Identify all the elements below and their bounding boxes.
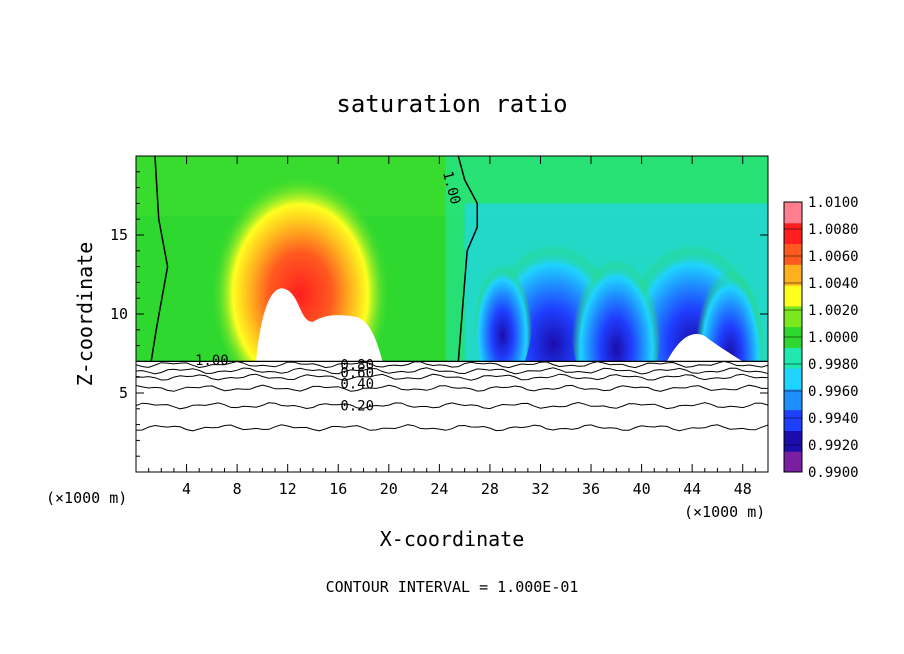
y-tick-label-15: 15 bbox=[110, 226, 128, 244]
colorbar-swatch-4 bbox=[784, 368, 802, 390]
saturation-field bbox=[136, 156, 768, 472]
colorbar-label-10: 0.9900 bbox=[808, 465, 859, 481]
x-tick-label-32: 32 bbox=[531, 480, 549, 498]
colorbar-label-8: 0.9940 bbox=[808, 411, 859, 427]
x-tick-label-4: 4 bbox=[182, 480, 191, 498]
colorbar-label-1: 1.0080 bbox=[808, 222, 859, 238]
x-tick-label-28: 28 bbox=[481, 480, 499, 498]
x-tick-label-12: 12 bbox=[279, 480, 297, 498]
colorbar-label-6: 0.9980 bbox=[808, 357, 859, 373]
x-tick-label-16: 16 bbox=[329, 480, 347, 498]
colorbar-swatch-7 bbox=[784, 305, 802, 328]
contour-line-0.6 bbox=[136, 373, 768, 381]
contour-line-0.8 bbox=[136, 367, 768, 375]
contour-label-5: 0.20 bbox=[340, 399, 374, 415]
colorbar-swatch-0 bbox=[784, 451, 802, 473]
contour-1.00-middle bbox=[457, 156, 479, 362]
colorbar-label-9: 0.9920 bbox=[808, 438, 859, 454]
colorbar-label-7: 0.9960 bbox=[808, 384, 859, 400]
colorbar-swatch-5 bbox=[784, 347, 802, 369]
contour-label-3: 0.60 bbox=[340, 365, 374, 381]
x-tick-label-20: 20 bbox=[380, 480, 398, 498]
field-masked-bubble bbox=[256, 288, 383, 362]
colorbar-label-2: 1.0060 bbox=[808, 249, 859, 265]
x-tick-label-40: 40 bbox=[633, 480, 651, 498]
x-tick-label-44: 44 bbox=[683, 480, 701, 498]
colorbar: 1.0100 1.0080 1.0060 1.0040 1.0020 1.0000 0.99… bbox=[783, 195, 859, 481]
x-tick-label-48: 48 bbox=[734, 480, 752, 498]
contour-1.00-left bbox=[150, 156, 169, 362]
colorbar-swatch-10 bbox=[784, 243, 802, 265]
field-masked-bump bbox=[666, 334, 743, 362]
colorbar-swatch-8 bbox=[784, 285, 802, 307]
contour-lines bbox=[136, 156, 768, 432]
colorbar-label-0: 1.0100 bbox=[808, 195, 859, 211]
x-tick-label-36: 36 bbox=[582, 480, 600, 498]
colorbar-swatch-3 bbox=[784, 388, 802, 411]
colorbar-label-5: 1.0000 bbox=[808, 330, 859, 346]
x-axis-label: X-coordinate bbox=[380, 527, 525, 551]
colorbar-swatch-12 bbox=[784, 202, 802, 224]
colorbar-swatch-1 bbox=[784, 430, 802, 452]
contour-label-1: 1.00 bbox=[195, 353, 229, 369]
colorbar-label-4: 1.0020 bbox=[808, 303, 859, 319]
y-tick-label-10: 10 bbox=[110, 305, 128, 323]
x-tick-label-24: 24 bbox=[430, 480, 448, 498]
x-axis-ticks: 4 8 12 16 20 24 28 32 36 40 44 48 bbox=[148, 156, 756, 498]
x-unit-label-right: (×1000 m) bbox=[684, 503, 765, 521]
field-cold-lobe-2 bbox=[472, 244, 533, 384]
chart-title: saturation ratio bbox=[336, 90, 567, 118]
field-masked-region bbox=[136, 361, 768, 472]
y-tick-label-5: 5 bbox=[119, 384, 128, 402]
colorbar-swatch-9 bbox=[784, 264, 802, 286]
colorbar-swatch-2 bbox=[784, 409, 802, 431]
contour-label-2: 0.80 bbox=[340, 358, 374, 374]
contour-interval-note: CONTOUR INTERVAL = 1.000E-01 bbox=[326, 578, 579, 596]
colorbar-label-3: 1.0040 bbox=[808, 276, 859, 292]
x-tick-label-8: 8 bbox=[233, 480, 242, 498]
x-unit-label-left: (×1000 m) bbox=[46, 489, 127, 507]
colorbar-swatch-11 bbox=[784, 222, 802, 245]
contour-line-0.1 bbox=[136, 424, 768, 432]
contour-line-0.2 bbox=[136, 401, 768, 410]
contour-line-0.4 bbox=[136, 384, 768, 392]
contour-line-0.9 bbox=[136, 360, 768, 369]
y-axis-label: Z-coordinate bbox=[73, 242, 97, 387]
contour-label-4: 0.40 bbox=[340, 377, 374, 393]
y-axis-ticks: 5 10 15 bbox=[110, 171, 768, 457]
